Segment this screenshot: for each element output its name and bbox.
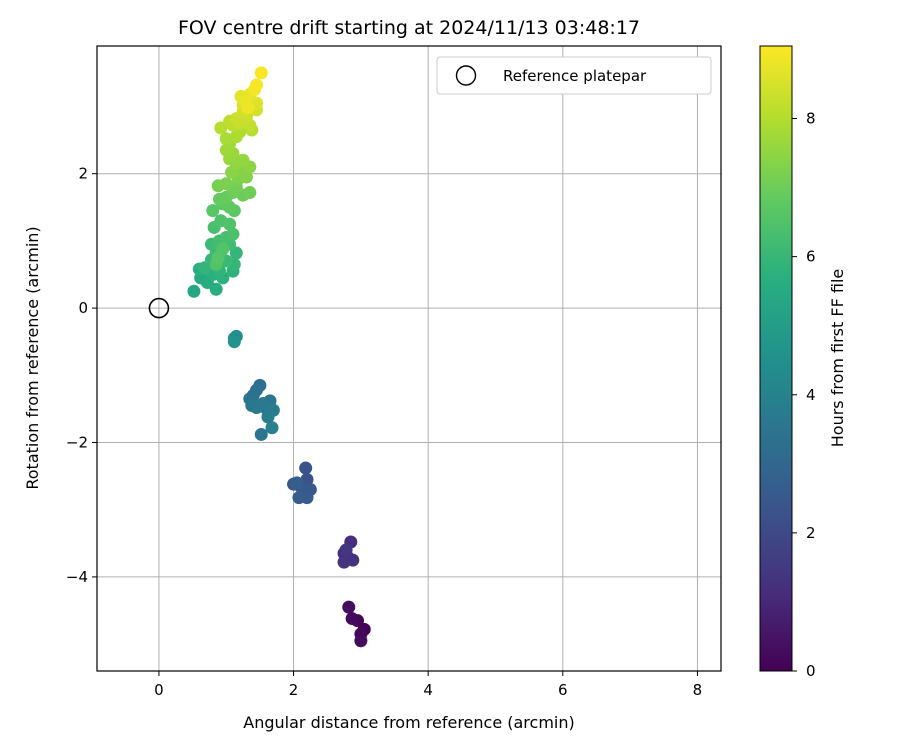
data-points — [187, 66, 371, 648]
data-point — [342, 600, 356, 614]
data-point — [243, 186, 257, 200]
data-point — [250, 401, 264, 415]
plot-frame — [96, 45, 722, 672]
legend-marker-icon — [455, 65, 477, 86]
legend: Reference platepar — [436, 56, 712, 95]
data-point — [261, 410, 275, 424]
x-tick-label: 0 — [154, 681, 164, 699]
colorbar-ticks: 0 2 4 6 8 — [792, 110, 816, 680]
data-point — [241, 101, 255, 115]
colorbar-label: Hours from first FF file — [828, 269, 847, 448]
y-tick-label: 2 — [78, 165, 88, 183]
x-tick-label: 8 — [693, 681, 703, 699]
x-axis-label: Angular distance from reference (arcmin) — [243, 713, 574, 732]
y-axis-label: Rotation from reference (arcmin) — [23, 226, 42, 489]
colorbar-gradient — [759, 45, 793, 672]
data-point — [265, 421, 279, 435]
legend-label: Reference platepar — [503, 67, 647, 85]
data-point — [250, 78, 264, 92]
data-point — [223, 200, 237, 214]
data-point — [214, 121, 228, 135]
data-point — [187, 284, 201, 298]
data-point — [226, 227, 240, 241]
data-point — [299, 461, 313, 475]
chart-title: FOV centre drift starting at 2024/11/13 … — [178, 17, 640, 39]
data-point — [339, 543, 353, 557]
data-point — [227, 335, 241, 349]
y-tick-label: 0 — [78, 299, 88, 317]
reference-point-marker — [148, 297, 170, 319]
data-point — [354, 634, 368, 648]
x-tick-label: 6 — [558, 681, 568, 699]
data-point — [254, 66, 268, 80]
x-tick-label: 2 — [289, 681, 299, 699]
data-point — [254, 427, 268, 441]
x-tick-label: 4 — [423, 681, 433, 699]
legend-box — [436, 56, 712, 95]
colorbar-tick-label: 2 — [806, 524, 816, 542]
y-axis-ticks: −4 −2 0 2 — [66, 165, 97, 586]
grid-lines — [97, 46, 721, 671]
data-point — [219, 177, 233, 191]
data-point — [290, 476, 304, 490]
data-point — [209, 282, 223, 296]
colorbar-tick-label: 4 — [806, 386, 816, 404]
x-axis-ticks: 0 2 4 6 8 — [154, 671, 702, 699]
colorbar-tick-label: 8 — [806, 110, 816, 128]
data-point — [292, 491, 306, 505]
data-point — [345, 612, 359, 626]
colorbar-tick-label: 0 — [806, 662, 816, 680]
data-point — [223, 217, 237, 231]
data-point — [219, 132, 233, 146]
data-point — [236, 153, 250, 167]
colorbar-tick-label: 6 — [806, 248, 816, 266]
data-point — [206, 204, 220, 218]
data-point — [337, 555, 351, 569]
y-tick-label: −4 — [66, 568, 88, 586]
data-point — [211, 251, 225, 265]
y-tick-label: −2 — [66, 434, 88, 452]
